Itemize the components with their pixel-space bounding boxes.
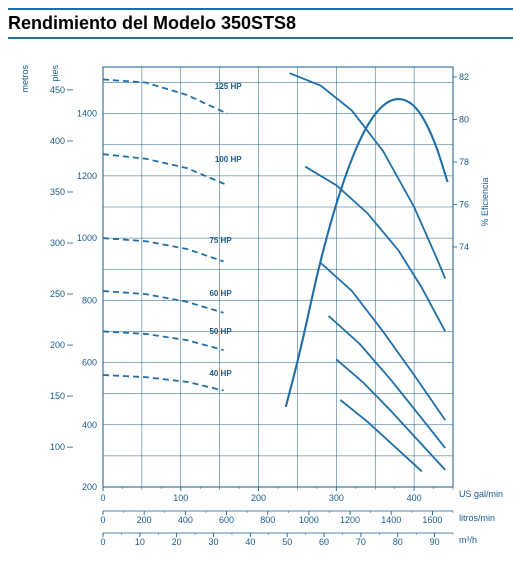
y-metros-tick: 400 bbox=[50, 136, 65, 146]
chart-svg: 125 HP100 HP75 HP60 HP50 HP40 HP20040060… bbox=[8, 47, 505, 567]
x-m3h-tick: 40 bbox=[245, 537, 255, 547]
x-lpm-tick: 400 bbox=[178, 515, 193, 525]
y-eff-tick: 76 bbox=[459, 200, 469, 210]
x-lpm-tick: 1000 bbox=[299, 515, 319, 525]
x-lpm-tick: 600 bbox=[219, 515, 234, 525]
x-m3h-tick: 90 bbox=[430, 537, 440, 547]
x-lpm-tick: 1200 bbox=[340, 515, 360, 525]
chart-title: Rendimiento del Modelo 350STS8 bbox=[8, 13, 296, 33]
y-label-eff: % Eficiencia bbox=[480, 177, 490, 226]
y-pies-tick: 1000 bbox=[77, 233, 97, 243]
y-pies-tick: 800 bbox=[82, 295, 97, 305]
x-m3h-tick: 20 bbox=[172, 537, 182, 547]
y-eff-tick: 82 bbox=[459, 72, 469, 82]
y-pies-tick: 1400 bbox=[77, 109, 97, 119]
x-unit-lpm: litros/min bbox=[459, 513, 495, 523]
x-unit-gal: US gal/min bbox=[459, 489, 503, 499]
x-gal-tick: 400 bbox=[407, 493, 422, 503]
y-pies-tick: 1200 bbox=[77, 171, 97, 181]
y-metros-tick: 250 bbox=[50, 289, 65, 299]
hp-label: 40 HP bbox=[209, 369, 232, 378]
y-label-metros: metros bbox=[20, 65, 30, 93]
performance-chart: 125 HP100 HP75 HP60 HP50 HP40 HP20040060… bbox=[8, 47, 505, 567]
y-metros-tick: 100 bbox=[50, 442, 65, 452]
y-pies-tick: 600 bbox=[82, 358, 97, 368]
x-gal-tick: 0 bbox=[100, 493, 105, 503]
hp-label: 100 HP bbox=[215, 155, 242, 164]
hp-label: 50 HP bbox=[209, 327, 232, 336]
x-m3h-tick: 60 bbox=[319, 537, 329, 547]
y-metros-tick: 150 bbox=[50, 391, 65, 401]
hp-label: 125 HP bbox=[215, 82, 242, 91]
y-metros-tick: 200 bbox=[50, 340, 65, 350]
y-eff-tick: 74 bbox=[459, 242, 469, 252]
x-gal-tick: 300 bbox=[329, 493, 344, 503]
x-lpm-tick: 0 bbox=[100, 515, 105, 525]
y-metros-tick: 450 bbox=[50, 85, 65, 95]
x-m3h-tick: 80 bbox=[393, 537, 403, 547]
x-m3h-tick: 50 bbox=[282, 537, 292, 547]
y-eff-tick: 78 bbox=[459, 157, 469, 167]
x-gal-tick: 200 bbox=[251, 493, 266, 503]
x-m3h-tick: 0 bbox=[100, 537, 105, 547]
x-unit-m3h: m³/h bbox=[459, 535, 477, 545]
x-m3h-tick: 10 bbox=[135, 537, 145, 547]
hp-label: 60 HP bbox=[209, 289, 232, 298]
y-metros-tick: 300 bbox=[50, 238, 65, 248]
y-pies-tick: 200 bbox=[82, 482, 97, 492]
x-lpm-tick: 1600 bbox=[422, 515, 442, 525]
x-m3h-tick: 30 bbox=[209, 537, 219, 547]
x-lpm-tick: 1400 bbox=[381, 515, 401, 525]
hp-label: 75 HP bbox=[209, 236, 232, 245]
x-m3h-tick: 70 bbox=[356, 537, 366, 547]
title-bar: Rendimiento del Modelo 350STS8 bbox=[8, 8, 513, 39]
x-gal-tick: 100 bbox=[173, 493, 188, 503]
y-metros-tick: 350 bbox=[50, 187, 65, 197]
y-eff-tick: 80 bbox=[459, 115, 469, 125]
x-lpm-tick: 200 bbox=[137, 515, 152, 525]
x-lpm-tick: 800 bbox=[260, 515, 275, 525]
y-label-pies: pies bbox=[50, 65, 60, 82]
y-pies-tick: 400 bbox=[82, 420, 97, 430]
